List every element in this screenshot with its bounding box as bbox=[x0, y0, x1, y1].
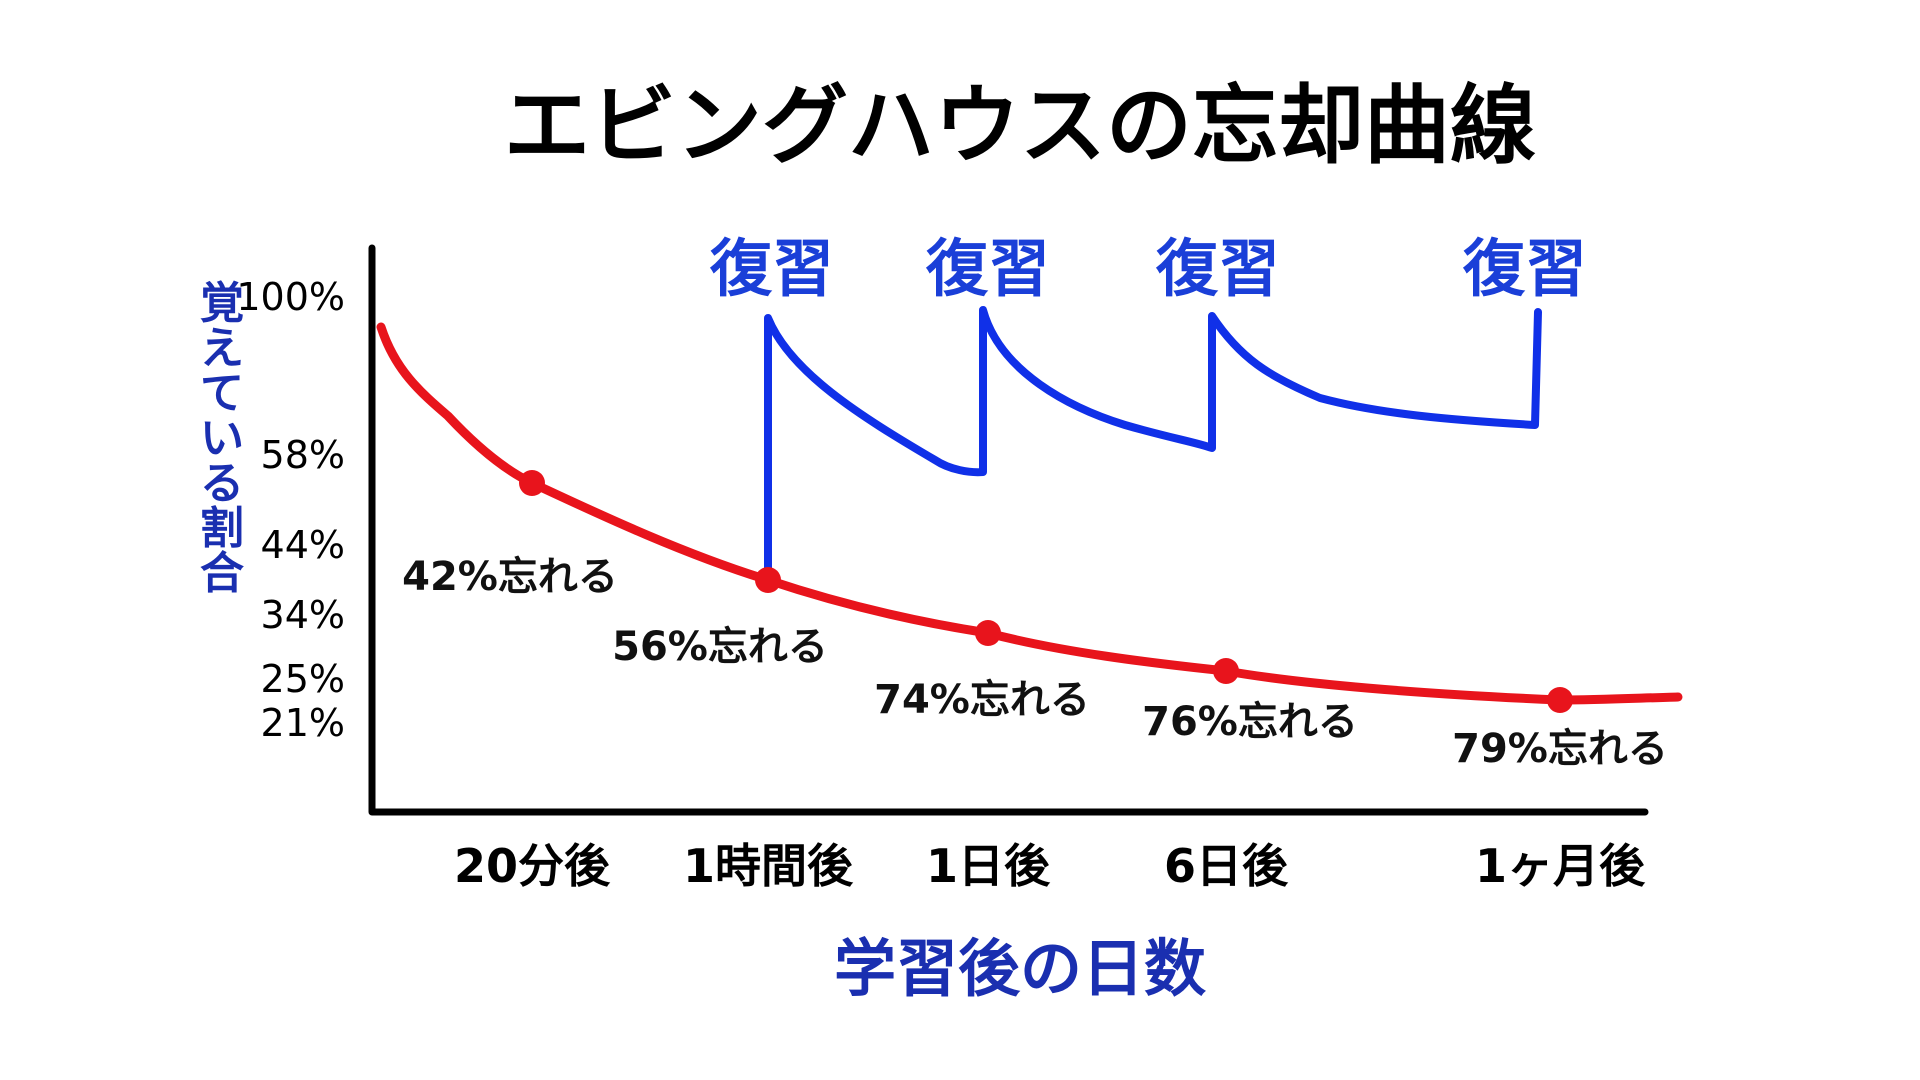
x-tick-label: 20分後 bbox=[454, 839, 611, 893]
y-axis-label: 覚えている割合 bbox=[200, 278, 244, 599]
forget-percent-label: 76%忘れる bbox=[1142, 699, 1358, 745]
forgetting-curve-point bbox=[519, 470, 545, 496]
review-label: 復習 bbox=[925, 232, 1050, 305]
y-tick-label: 25% bbox=[261, 657, 345, 701]
forget-percent-label: 42%忘れる bbox=[402, 554, 618, 600]
y-tick-label: 58% bbox=[261, 433, 345, 477]
y-tick-label: 100% bbox=[236, 275, 345, 319]
y-tick-labels: 100% 58% 44% 34% 25%21% bbox=[236, 275, 345, 745]
y-tick-label: 44% bbox=[261, 523, 345, 567]
y-tick-label: 21% bbox=[261, 701, 345, 745]
x-tick-label: 1日後 bbox=[926, 839, 1051, 893]
review-series: 復習 復習 復習 復習 bbox=[709, 232, 1587, 584]
x-tick-label: 1時間後 bbox=[683, 839, 854, 893]
forget-percent-label: 74%忘れる bbox=[874, 677, 1090, 723]
forgetting-curve-point bbox=[755, 567, 781, 593]
review-label: 復習 bbox=[1462, 232, 1587, 305]
chart-title: エビングハウスの忘却曲線 bbox=[504, 76, 1536, 176]
forgetting-curve-point bbox=[975, 620, 1001, 646]
x-tick-label: 6日後 bbox=[1164, 839, 1289, 893]
review-label: 復習 bbox=[1155, 232, 1280, 305]
forgetting-series bbox=[376, 322, 1683, 713]
data-labels: 42%忘れる 56%忘れる 74%忘れる 76%忘れる 79%忘れる bbox=[402, 554, 1668, 772]
axes bbox=[368, 244, 1649, 816]
forgetting-curve-point bbox=[1213, 658, 1239, 684]
axis-lines bbox=[368, 244, 1649, 816]
review-curve-line bbox=[764, 306, 1542, 584]
review-label: 復習 bbox=[709, 232, 834, 305]
x-tick-label: 1ヶ月後 bbox=[1475, 839, 1646, 893]
forgetting-curve-point bbox=[1547, 687, 1573, 713]
x-axis-label: 学習後の日数 bbox=[834, 932, 1206, 1005]
y-tick-label: 34% bbox=[261, 593, 345, 637]
x-tick-labels: 20分後 1時間後 1日後 6日後 1ヶ月後 bbox=[454, 839, 1646, 893]
forget-percent-label: 79%忘れる bbox=[1452, 726, 1668, 772]
forgetting-curve-line bbox=[376, 322, 1683, 705]
forget-percent-label: 56%忘れる bbox=[612, 624, 828, 670]
